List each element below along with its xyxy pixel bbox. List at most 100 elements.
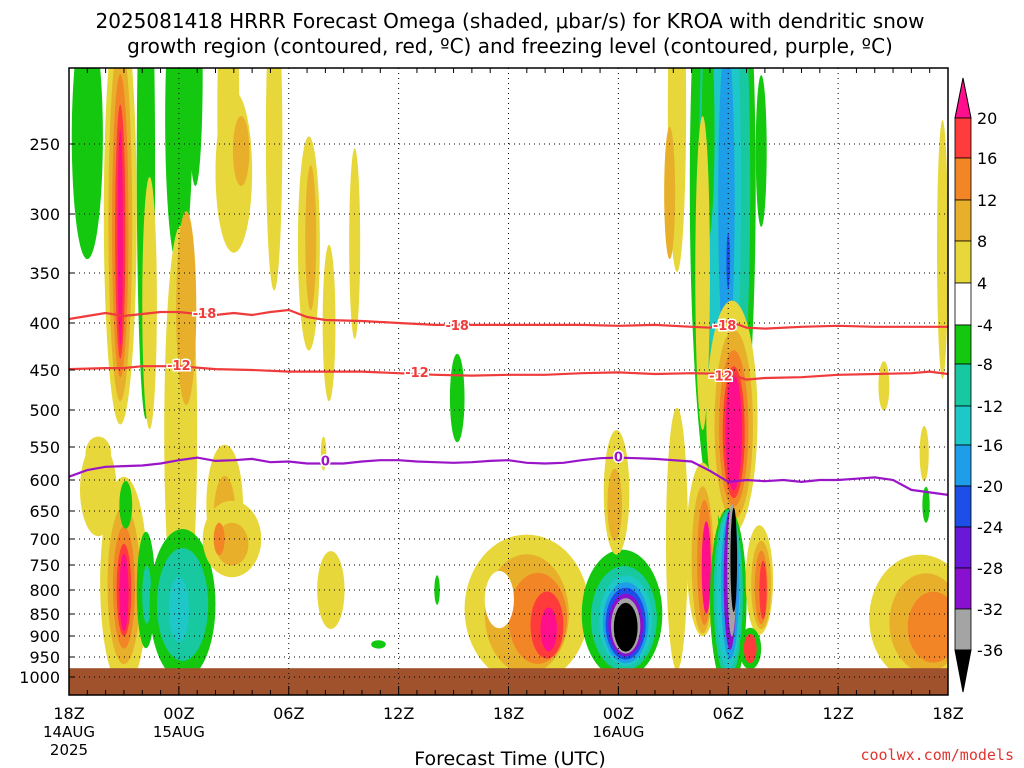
y-tick-label: 600 bbox=[29, 471, 60, 490]
y-tick-label: 950 bbox=[29, 648, 60, 667]
y-tick-label: 500 bbox=[29, 401, 60, 420]
omega-shade bbox=[449, 353, 465, 443]
colorbar-label: -20 bbox=[977, 477, 1003, 496]
x-tick-date: 14AUG bbox=[43, 723, 95, 741]
omega-shade bbox=[320, 436, 327, 471]
omega-shade bbox=[85, 436, 112, 471]
omega-shade bbox=[664, 126, 676, 260]
y-tick-label: 300 bbox=[29, 205, 60, 224]
contour-line-minus-12 bbox=[69, 365, 948, 381]
contour-label: -12 bbox=[167, 359, 191, 374]
colorbar-label: -32 bbox=[977, 600, 1003, 619]
chart-title-line-1: 2025081418 HRRR Forecast Omega (shaded, … bbox=[96, 9, 925, 33]
omega-shade bbox=[665, 407, 688, 671]
omega-shade bbox=[878, 361, 890, 411]
x-tick-label: 00Z bbox=[163, 704, 194, 723]
colorbar-label: 4 bbox=[977, 274, 987, 293]
omega-shade bbox=[701, 521, 711, 614]
omega-shade bbox=[922, 486, 930, 523]
x-tick-date: 16AUG bbox=[592, 723, 644, 741]
contour-label: -18 bbox=[193, 307, 217, 322]
omega-shade bbox=[730, 507, 738, 612]
omega-shade bbox=[71, 68, 103, 260]
colorbar-segment bbox=[954, 117, 972, 159]
omega-shade bbox=[755, 75, 767, 227]
omega-shade bbox=[188, 68, 203, 186]
colorbar-segment bbox=[954, 363, 972, 407]
x-tick-label: 06Z bbox=[713, 704, 744, 723]
omega-shade bbox=[695, 116, 710, 430]
contour-label: -18 bbox=[445, 319, 469, 334]
colorbar-label: 8 bbox=[977, 232, 987, 251]
x-tick-label: 00Z bbox=[603, 704, 634, 723]
x-tick-label: 12Z bbox=[822, 704, 853, 723]
colorbar: 20 16 12 8 4 -4 -8 -12 -16 -20 -24 -28 -32 -36 bbox=[954, 77, 1003, 693]
omega-shade bbox=[176, 211, 197, 405]
x-tick-label: 18Z bbox=[53, 704, 84, 723]
omega-shade bbox=[718, 68, 735, 362]
colorbar-label: 20 bbox=[977, 109, 997, 128]
y-tick-label: 650 bbox=[29, 502, 60, 521]
y-tick-label: 1000 bbox=[19, 668, 60, 687]
colorbar-segment bbox=[954, 405, 972, 446]
colorbar-segment bbox=[954, 526, 972, 569]
x-tick-label: 12Z bbox=[383, 704, 414, 723]
omega-shade bbox=[119, 553, 129, 632]
colorbar-label: -16 bbox=[977, 436, 1003, 455]
omega-shade bbox=[725, 374, 742, 491]
y-tick-label: 350 bbox=[29, 264, 60, 283]
grid-lines bbox=[68, 68, 949, 695]
colorbar-label: 16 bbox=[977, 149, 997, 168]
colorbar-segment bbox=[954, 444, 972, 487]
omega-shade bbox=[119, 480, 133, 529]
colorbar-segment bbox=[954, 324, 972, 365]
omega-shade bbox=[613, 602, 638, 652]
colorbar-segment bbox=[954, 282, 972, 326]
omega-shade bbox=[232, 116, 250, 186]
omega-shade bbox=[168, 576, 189, 642]
colorbar-segment bbox=[954, 240, 972, 284]
y-tick-label: 850 bbox=[29, 605, 60, 624]
omega-shade bbox=[142, 177, 157, 429]
omega-shade bbox=[117, 129, 123, 346]
chart-title-line-2: growth region (contoured, red, ºC) and f… bbox=[127, 34, 893, 58]
omega-shade bbox=[607, 468, 623, 541]
omega-shade bbox=[484, 571, 514, 629]
x-tick-date: 15AUG bbox=[153, 723, 205, 741]
x-axis-label: Forecast Time (UTC) bbox=[414, 748, 605, 768]
omega-shade bbox=[907, 591, 948, 663]
omega-shade bbox=[265, 68, 283, 291]
colorbar-label: -28 bbox=[977, 559, 1003, 578]
x-tick-year: 2025 bbox=[50, 741, 88, 759]
omega-shade bbox=[317, 551, 345, 629]
x-tick-label: 18Z bbox=[493, 704, 524, 723]
contour-label: -12 bbox=[405, 366, 429, 381]
omega-shade bbox=[726, 233, 731, 290]
y-tick-label: 750 bbox=[29, 556, 60, 575]
contour-label: 0 bbox=[614, 451, 623, 466]
omega-shade bbox=[540, 607, 558, 652]
y-tick-label: 250 bbox=[29, 135, 60, 154]
contour-line-0 bbox=[69, 456, 948, 496]
omega-shade bbox=[937, 120, 948, 379]
colorbar-segment bbox=[954, 157, 972, 201]
colorbar-segment bbox=[954, 608, 972, 651]
colorbar-label: 12 bbox=[977, 191, 997, 210]
y-tick-label: 800 bbox=[29, 581, 60, 600]
colorbar-label: -24 bbox=[977, 518, 1003, 537]
omega-shade bbox=[759, 560, 767, 620]
omega-shade bbox=[743, 634, 757, 664]
y-tick-label: 450 bbox=[29, 361, 60, 380]
contour-label: -18 bbox=[713, 319, 737, 334]
colorbar-label: -8 bbox=[977, 355, 993, 374]
colorbar-label: -4 bbox=[977, 316, 993, 335]
omega-shade bbox=[434, 575, 440, 605]
colorbar-segment bbox=[954, 199, 972, 242]
omega-shade bbox=[371, 640, 386, 649]
colorbar-top-arrow bbox=[954, 77, 972, 119]
omega-shade bbox=[142, 565, 152, 624]
y-tick-label: 700 bbox=[29, 530, 60, 549]
colorbar-segment bbox=[954, 485, 972, 528]
omega-shade bbox=[305, 165, 317, 311]
